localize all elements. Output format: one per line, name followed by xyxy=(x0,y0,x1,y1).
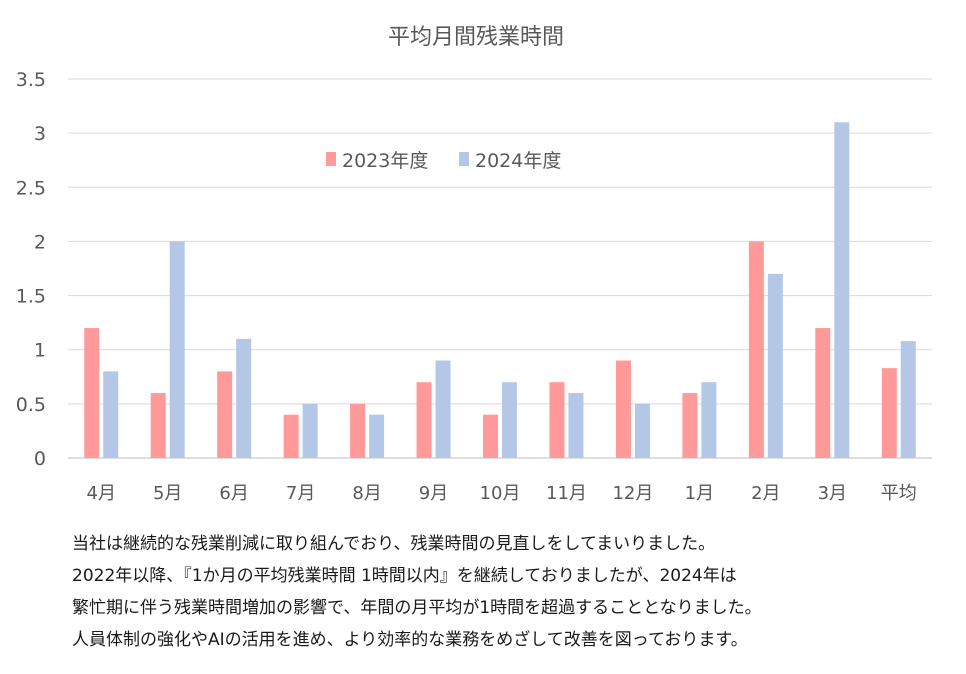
x-tick-label: 9月 xyxy=(419,483,448,504)
bar-2024年度-8月 xyxy=(369,414,385,458)
gridlines xyxy=(68,78,932,459)
note-line-2: 2022年以降、『1か月の平均残業時間 1時間以内』を継続しておりましたが、20… xyxy=(72,566,737,586)
bar-2023年度-4月 xyxy=(84,328,100,458)
bar-2023年度-8月 xyxy=(350,403,366,458)
x-tick-label: 10月 xyxy=(480,483,521,504)
note-line-3: 繁忙期に伴う残業時間増加の影響で、年間の月平均が1時間を超過することとなりました… xyxy=(72,598,762,618)
bar-2023年度-平均 xyxy=(881,368,897,458)
legend-swatch xyxy=(326,152,336,166)
bar-2024年度-12月 xyxy=(634,403,650,458)
x-tick-label: 2月 xyxy=(751,483,780,504)
note-line-1: 当社は継続的な残業削減に取り組んでおり、残業時間の見直しをしてまいりました。 xyxy=(72,534,716,554)
bar-2023年度-9月 xyxy=(416,382,432,458)
x-tick-label: 5月 xyxy=(153,483,182,504)
x-tick-label: 8月 xyxy=(352,483,381,504)
legend-label: 2024年度 xyxy=(475,150,561,172)
bar-2024年度-1月 xyxy=(701,382,717,458)
chart-title: 平均月間残業時間 xyxy=(388,25,564,50)
y-tick-label: 2 xyxy=(34,231,46,253)
bar-2024年度-2月 xyxy=(767,273,783,458)
legend: 2023年度 2024年度 xyxy=(326,150,561,172)
x-tick-label: 6月 xyxy=(219,483,248,504)
bar-2023年度-11月 xyxy=(549,382,565,458)
notes: 当社は継続的な残業削減に取り組んでおり、残業時間の見直しをしてまいりました。 2… xyxy=(72,528,952,656)
x-axis-ticks: 4月 5月 6月 7月 8月 9月 10月 11月 12月 1月 2月 3月 平均 xyxy=(87,483,917,504)
bar-2024年度-9月 xyxy=(435,360,451,458)
y-tick-label: 3.5 xyxy=(16,69,46,91)
bar-2024年度-4月 xyxy=(103,371,119,458)
bar-2024年度-平均 xyxy=(900,341,916,458)
legend-label: 2023年度 xyxy=(342,150,428,172)
x-tick-label: 12月 xyxy=(612,483,653,504)
y-axis-ticks: 0 0.5 1 1.5 2 2.5 3 3.5 xyxy=(16,69,46,470)
bar-2024年度-11月 xyxy=(568,393,584,458)
x-tick-label: 平均 xyxy=(881,483,917,504)
bar-2023年度-7月 xyxy=(283,414,299,458)
x-tick-label: 7月 xyxy=(286,483,315,504)
x-tick-label: 4月 xyxy=(87,483,116,504)
y-tick-label: 3 xyxy=(34,123,46,145)
note-line-4: 人員体制の強化やAIの活用を進め、より効率的な業務をめざして改善を図っております… xyxy=(72,630,748,650)
legend-swatch xyxy=(459,152,469,166)
bar-2023年度-6月 xyxy=(217,371,233,458)
bar-2023年度-2月 xyxy=(748,241,764,458)
y-tick-label: 1.5 xyxy=(16,286,46,308)
bar-2024年度-6月 xyxy=(236,338,252,458)
bar-2024年度-3月 xyxy=(834,122,850,459)
bar-2023年度-10月 xyxy=(483,414,498,458)
bar-2023年度-1月 xyxy=(682,393,698,458)
bar-chart: 平均月間残業時間 0 0.5 1 1.5 2 2.5 3 3.5 4月 5月 6月 7月 8月 9月 10… xyxy=(16,25,932,504)
bars xyxy=(84,122,916,459)
bar-2023年度-3月 xyxy=(815,328,831,458)
y-tick-label: 2.5 xyxy=(16,177,46,199)
bar-2023年度-12月 xyxy=(615,360,631,458)
bar-2024年度-10月 xyxy=(502,382,517,458)
x-tick-label: 11月 xyxy=(546,483,587,504)
bar-2023年度-5月 xyxy=(150,393,166,458)
bar-2024年度-5月 xyxy=(169,241,185,458)
x-tick-label: 1月 xyxy=(685,483,714,504)
y-tick-label: 0.5 xyxy=(16,394,46,416)
y-tick-label: 0 xyxy=(34,448,46,470)
x-tick-label: 3月 xyxy=(818,483,847,504)
bar-2024年度-7月 xyxy=(302,403,318,458)
y-tick-label: 1 xyxy=(34,340,46,362)
